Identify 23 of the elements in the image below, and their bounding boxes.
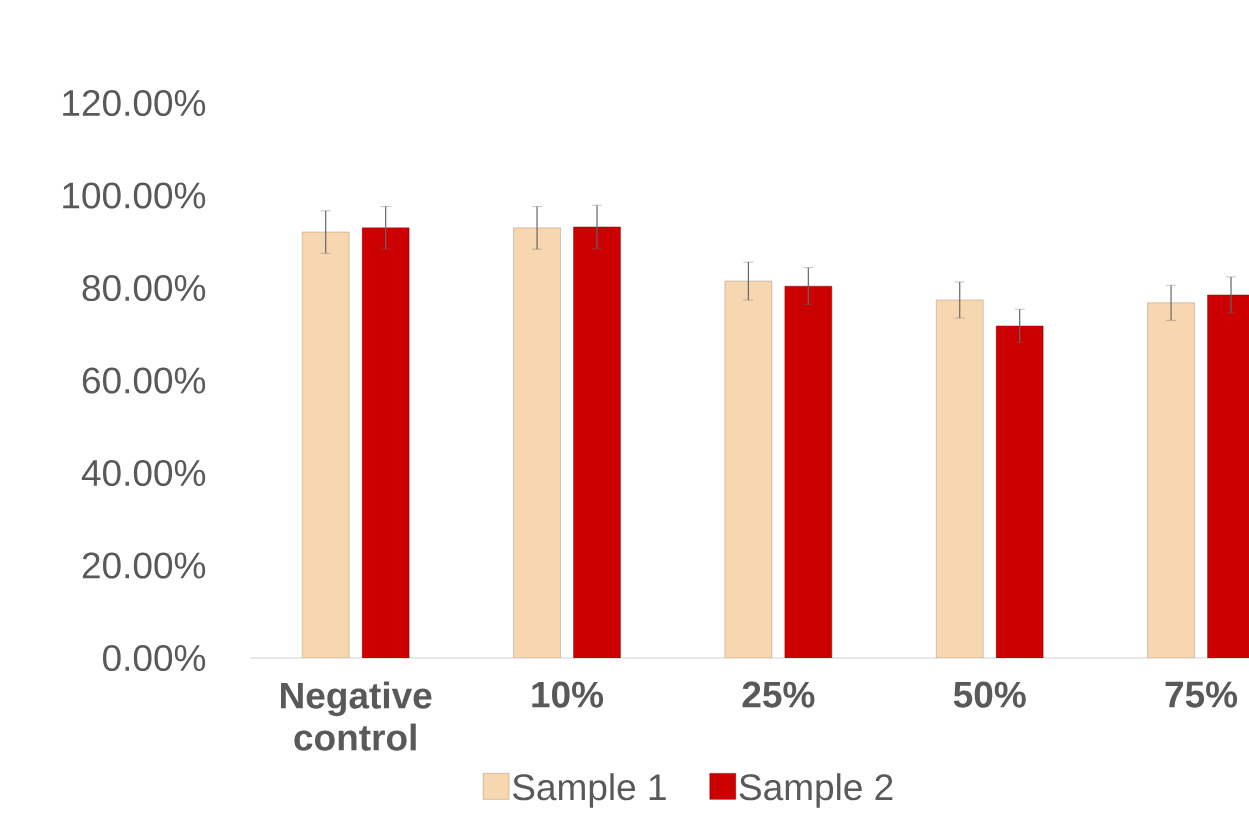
y-tick-label: 80.00% <box>82 274 206 302</box>
bar <box>573 226 621 658</box>
x-tick-label: Negative control <box>281 681 432 751</box>
bar <box>996 325 1044 658</box>
bar <box>784 285 833 658</box>
y-tick-label: 40.00% <box>81 459 206 487</box>
x-tick-label: 10% <box>532 681 604 708</box>
y-tick-label: 0.00% <box>103 644 206 672</box>
y-tick-label: 20.00% <box>82 552 206 579</box>
bar <box>724 280 773 658</box>
legend-label: Sample 1 <box>512 773 666 808</box>
y-tick-label: 100.00% <box>63 182 206 209</box>
bar <box>302 231 350 658</box>
bar <box>1147 302 1195 658</box>
legend-label: Sample 2 <box>739 773 893 808</box>
x-tick-label: 75% <box>1165 681 1238 708</box>
x-tick-label: 50% <box>953 681 1026 708</box>
bar <box>361 227 410 658</box>
y-tick-label: 60.00% <box>82 367 206 394</box>
y-tick-label: 120.00% <box>63 89 206 117</box>
bar <box>513 227 561 658</box>
bar <box>936 299 984 658</box>
x-tick-label: 25% <box>742 681 815 708</box>
